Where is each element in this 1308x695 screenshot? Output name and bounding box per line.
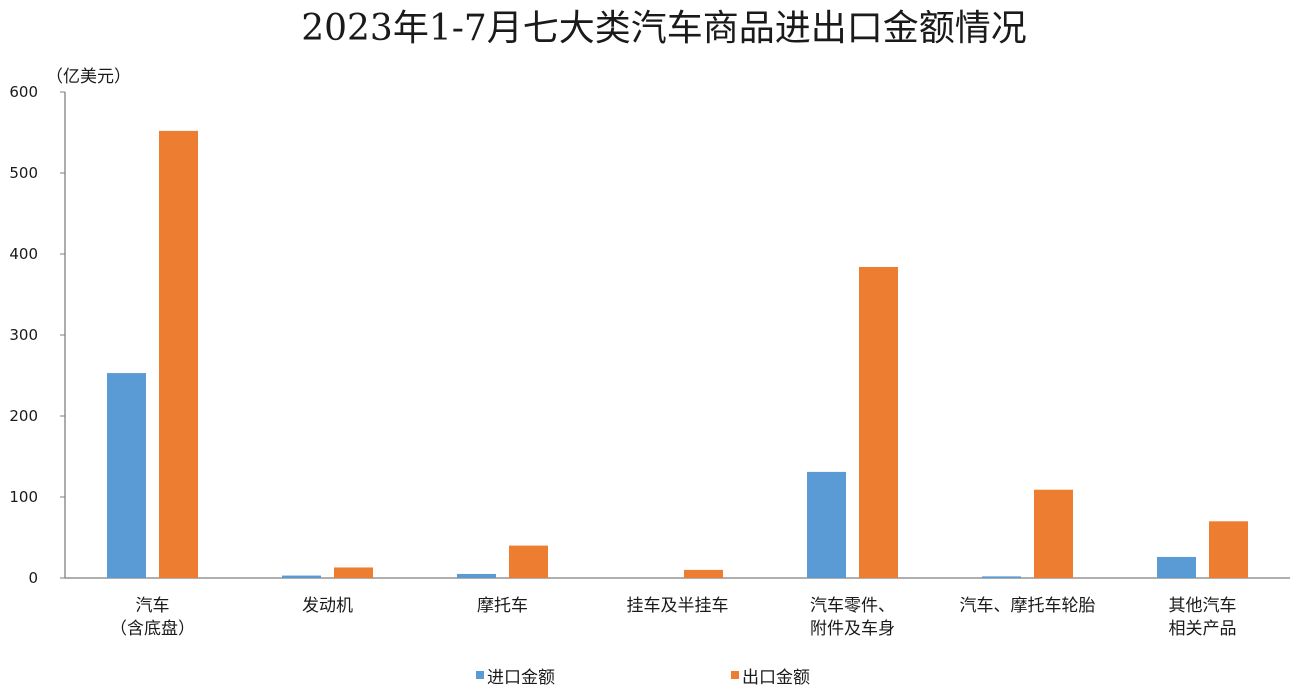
category-label: 摩托车: [477, 596, 528, 616]
y-axis-ticks: 0 100 200 300 400 500 600: [9, 83, 65, 587]
bar-export-2: [509, 545, 548, 578]
legend-swatch-0: [476, 671, 484, 679]
bar-export-4: [859, 266, 898, 578]
y-tick-label: 100: [9, 488, 38, 506]
category-label: 发动机: [302, 596, 353, 616]
bar-import-1: [282, 575, 321, 578]
bar-export-5: [1034, 489, 1073, 578]
legend: 进口金额 出口金额: [476, 668, 810, 688]
y-tick-label: 200: [9, 407, 38, 425]
bar-export-6: [1209, 521, 1248, 578]
legend-label-0: 进口金额: [487, 668, 555, 688]
category-label: 汽车零件、: [810, 596, 895, 616]
bar-import-4: [807, 471, 846, 578]
bar-import-0: [107, 373, 146, 578]
bar-export-0: [159, 130, 198, 578]
category-label: 其他汽车: [1169, 596, 1237, 616]
category-label: 相关产品: [1169, 619, 1237, 639]
bar-import-2: [457, 573, 496, 578]
category-label: （含底盘）: [110, 619, 195, 639]
bars: [107, 130, 1248, 578]
category-label: 附件及车身: [810, 619, 895, 639]
category-label: 汽车、摩托车轮胎: [960, 596, 1096, 616]
category-label: 汽车: [136, 596, 170, 616]
y-tick-label: 0: [28, 569, 38, 587]
category-labels: 汽车 （含底盘） 发动机 摩托车 挂车及半挂车 汽车零件、附件及车身 汽车、摩托车轮胎 其他汽…: [110, 596, 1237, 639]
y-tick-label: 300: [9, 326, 38, 344]
y-tick-label: 500: [9, 164, 38, 182]
bar-export-1: [334, 567, 373, 578]
y-tick-label: 600: [9, 83, 38, 101]
bar-import-5: [982, 576, 1021, 578]
bar-import-6: [1157, 556, 1196, 578]
legend-swatch-1: [731, 671, 739, 679]
category-label: 挂车及半挂车: [627, 596, 729, 616]
y-axis-unit-label: （亿美元）: [46, 67, 131, 87]
legend-label-1: 出口金额: [742, 668, 810, 688]
chart-title: 2023年1-7月七大类汽车商品进出口金额情况: [301, 8, 1027, 49]
bar-export-3: [684, 569, 723, 578]
y-tick-label: 400: [9, 245, 38, 263]
